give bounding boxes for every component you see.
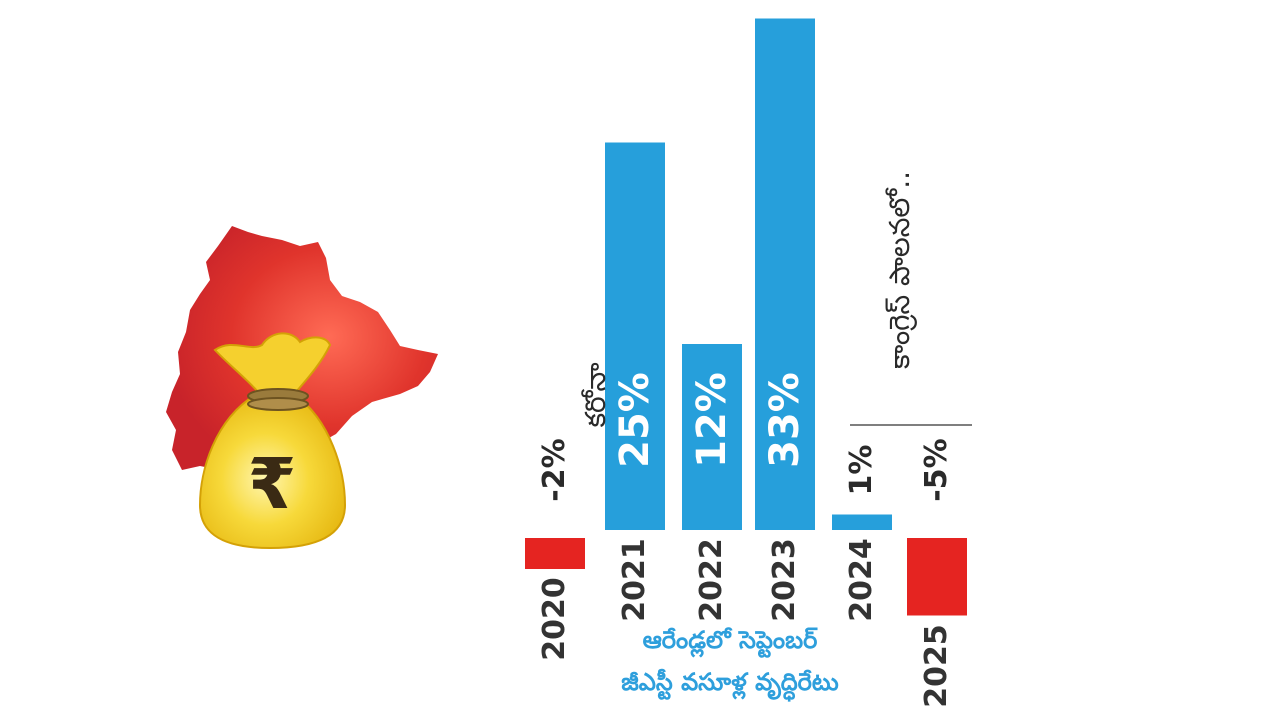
- year-label-2023: 2023: [767, 538, 802, 622]
- value-label-2022: 12%: [689, 372, 735, 468]
- annotation-2025: కాంగ్రెస్ పాలనలో..: [883, 170, 916, 370]
- value-label-2024: 1%: [844, 444, 879, 496]
- year-label-2021: 2021: [617, 538, 652, 622]
- value-label-2021: 25%: [612, 372, 658, 468]
- chart-title: ఆరేండ్లలో సెప్టెంబర్ జీఎస్టీ వసూళ్ల వృద్…: [560, 626, 900, 702]
- money-bag-icon: ₹: [198, 332, 347, 550]
- bar-2021: [605, 142, 665, 530]
- year-label-2022: 2022: [694, 538, 729, 622]
- svg-text:₹: ₹: [248, 443, 297, 525]
- year-label-2024: 2024: [844, 538, 879, 622]
- bar-2025: [907, 538, 967, 616]
- bar-2024: [832, 514, 892, 530]
- value-label-2025: -5%: [919, 438, 954, 502]
- chart-title-line-1: ఆరేండ్లలో సెప్టెంబర్: [642, 626, 818, 654]
- value-label-2023: 33%: [762, 372, 808, 468]
- year-label-2025: 2025: [919, 623, 954, 708]
- annotation-2020: కరోనా: [579, 362, 612, 428]
- value-label-2020: -2%: [537, 438, 572, 502]
- bar-2020: [525, 538, 585, 569]
- bar-2022: [682, 344, 742, 530]
- chart-title-line-2: జీఎస్టీ వసూళ్ల వృద్ధిరేటు: [621, 668, 839, 696]
- bar-2023: [755, 18, 815, 530]
